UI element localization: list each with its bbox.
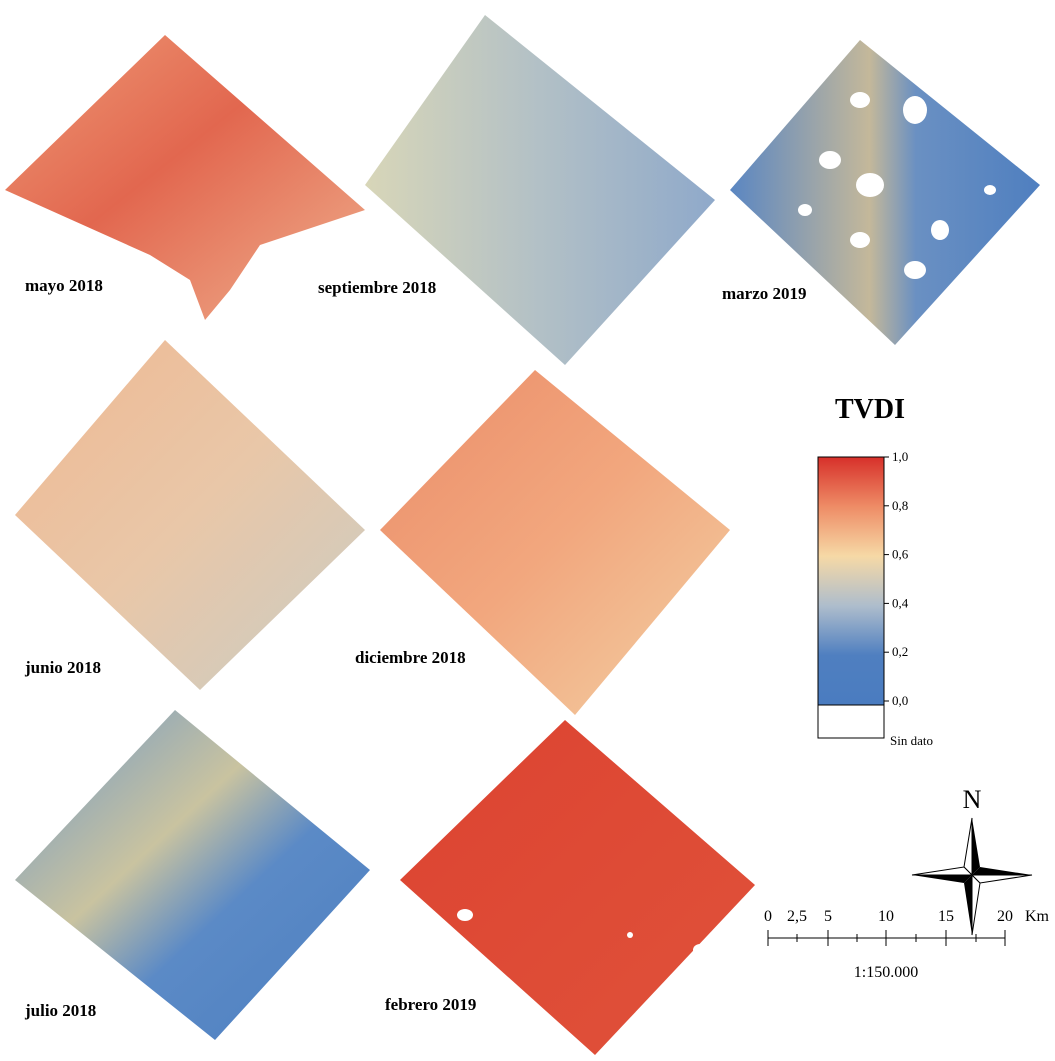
- legend-ramp: [818, 457, 884, 705]
- map-junio: [15, 340, 365, 690]
- legend-label: 1,0: [892, 449, 908, 464]
- map-septiembre: [365, 15, 715, 365]
- legend-label: Sin dato: [890, 733, 933, 748]
- legend-label: 0,4: [892, 595, 909, 610]
- scale-label: 2,5: [787, 908, 807, 925]
- legend-title: TVDI: [835, 394, 905, 425]
- scale-label: 20: [997, 908, 1013, 925]
- scale-label: 10: [878, 908, 894, 925]
- legend-label: 0,6: [892, 547, 909, 562]
- legend-no-data: [818, 705, 884, 738]
- map-panels: [5, 15, 1040, 1055]
- map-julio: [15, 710, 370, 1040]
- legend: TVDI 1,0 0,8 0,6 0,4 0,2 0,0 Sin dato: [818, 394, 933, 748]
- panel-label: julio 2018: [24, 1001, 96, 1020]
- scale-label: 0: [764, 908, 772, 925]
- figure: mayo 2018 septiembre 2018 marzo 2019 jun…: [0, 0, 1055, 1061]
- panel-label: febrero 2019: [385, 995, 476, 1014]
- panel-label: diciembre 2018: [355, 648, 466, 667]
- legend-label: 0,0: [892, 693, 908, 708]
- scale-label: 5: [824, 908, 832, 925]
- panel-label: septiembre 2018: [318, 278, 436, 297]
- panel-label: junio 2018: [24, 658, 101, 677]
- scale-ratio: 1:150.000: [854, 964, 918, 981]
- scale-unit: Km: [1025, 908, 1050, 925]
- legend-label: 0,8: [892, 498, 908, 513]
- scale-bar: [768, 930, 1005, 946]
- north-label: N: [963, 785, 982, 814]
- panel-label: marzo 2019: [722, 284, 807, 303]
- north-arrow: N: [912, 785, 1032, 935]
- scale-label: 15: [938, 908, 954, 925]
- panel-label: mayo 2018: [25, 276, 103, 295]
- legend-label: 0,2: [892, 644, 908, 659]
